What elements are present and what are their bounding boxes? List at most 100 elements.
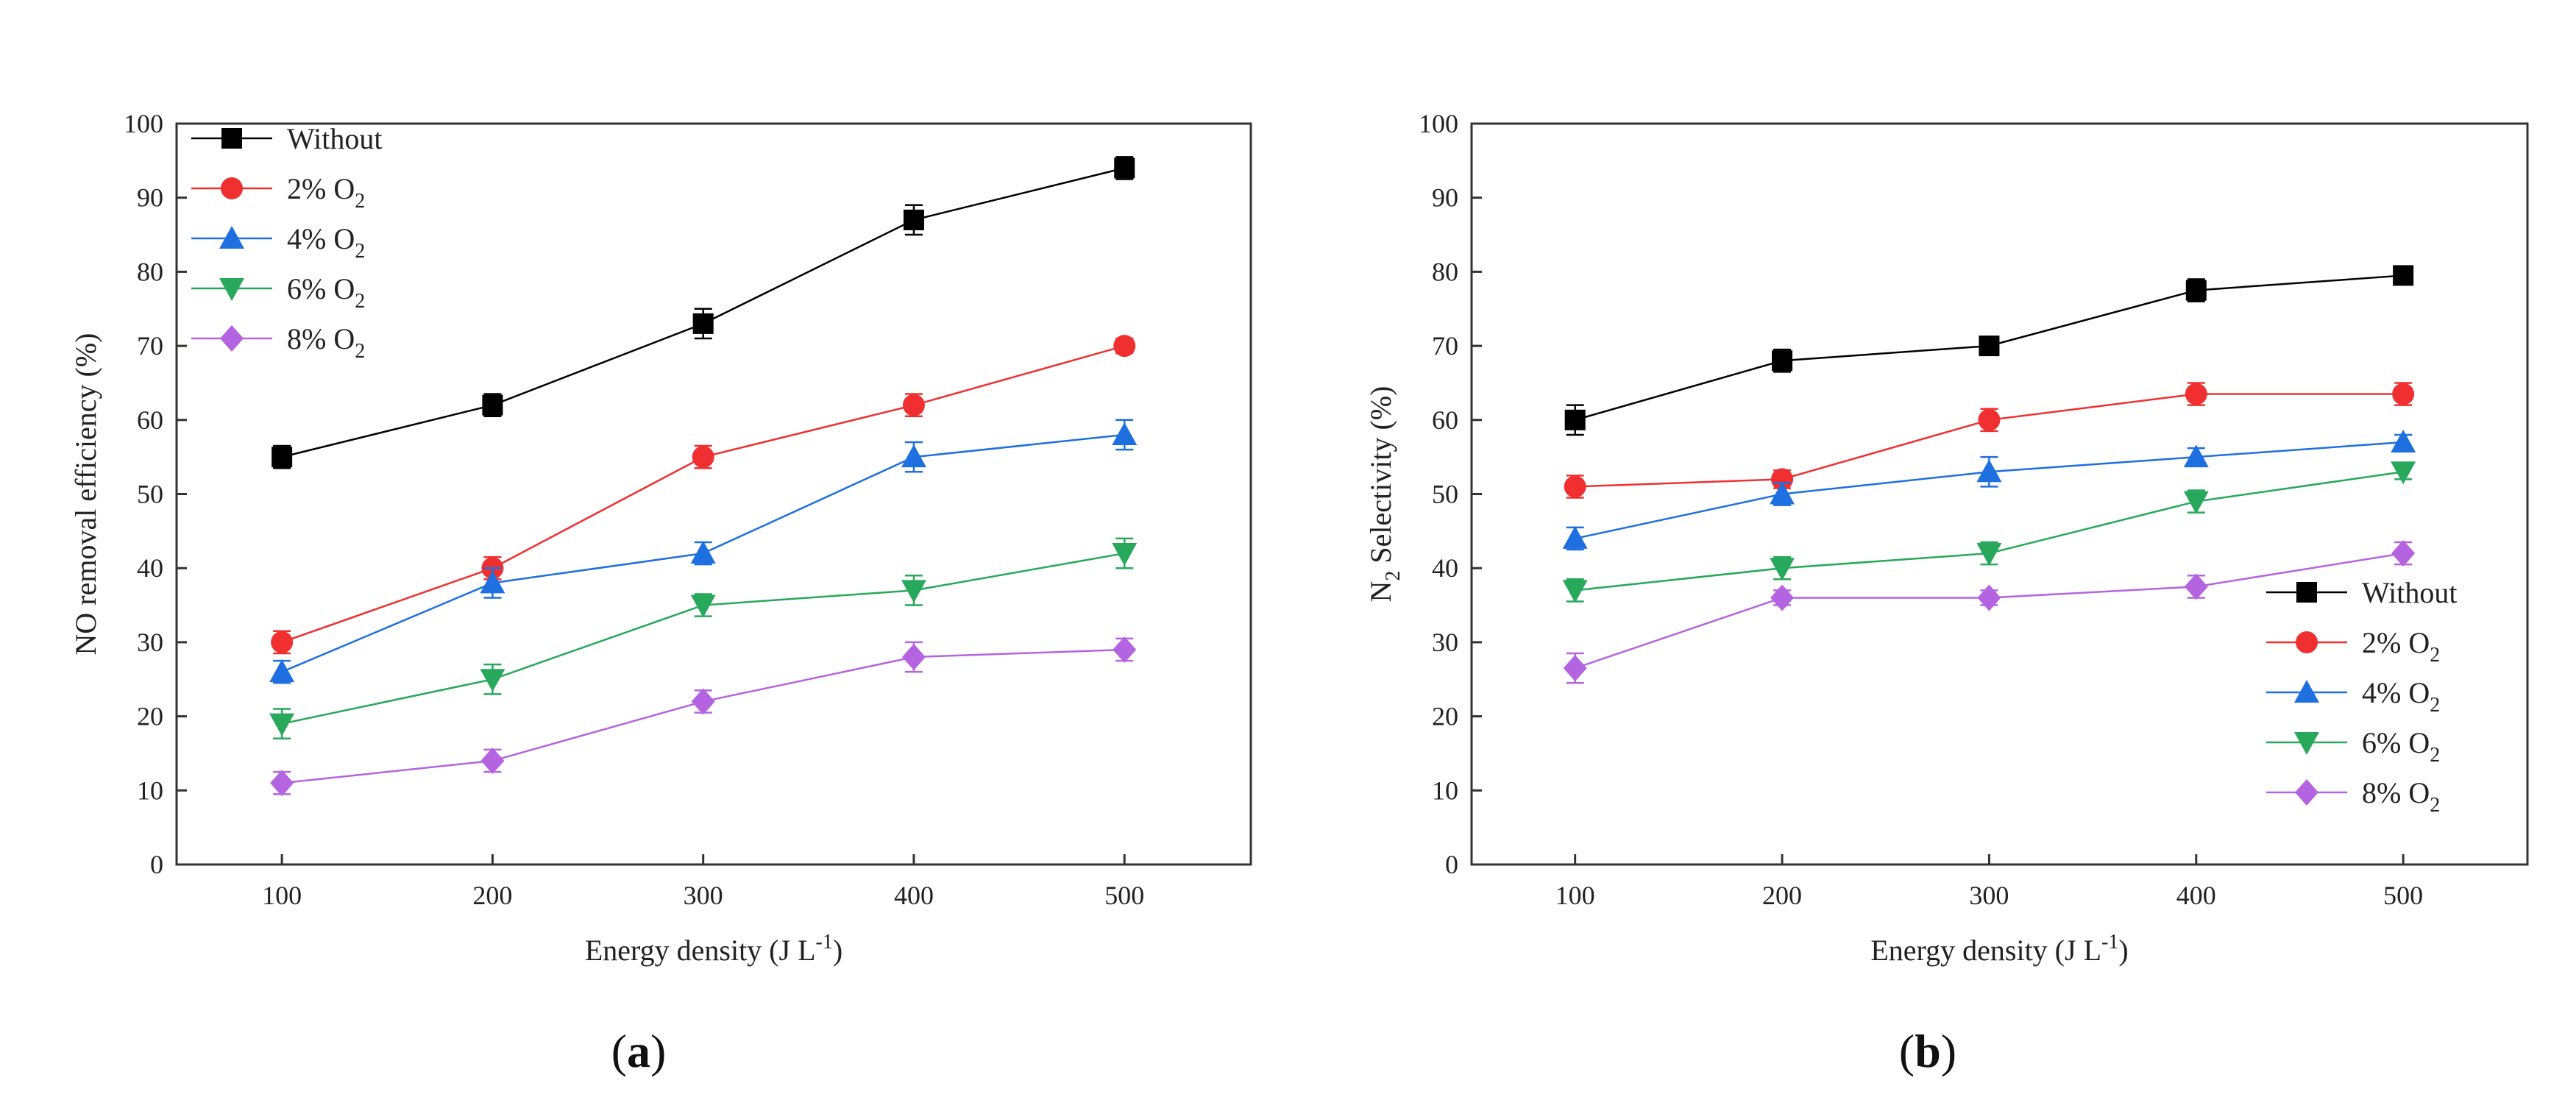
data-point [903, 209, 924, 230]
data-point [2185, 280, 2207, 301]
y-tick-label: 30 [1432, 628, 1458, 657]
series-0 [272, 156, 1135, 469]
data-point [692, 313, 714, 334]
panel-a: 0 10 20 30 40 50 60 70 80 90 100 100 200 300 400 500 Ene… [69, 109, 1252, 1077]
legend-entry: 8% O2 [287, 322, 365, 363]
data-point [1770, 558, 1795, 581]
legend-marker [2296, 582, 2317, 603]
legend-entry: Without [2362, 576, 2458, 609]
panel-label-open: ( [1899, 1025, 1915, 1077]
legend-entry: 4% O2 [2362, 676, 2440, 717]
y-tick-label: 60 [137, 405, 163, 435]
data-point [2185, 383, 2207, 405]
x-tick-label: 200 [1762, 881, 1802, 910]
legend-entry: Without [287, 122, 383, 155]
y-tick-label: 100 [124, 109, 163, 138]
panel-label-open: ( [611, 1025, 627, 1077]
data-point [269, 713, 295, 736]
legend-entry-main: Without [2362, 576, 2458, 609]
legend-marker [2295, 779, 2318, 806]
data-point [1114, 157, 1135, 179]
x-axis-title-sup: -1 [816, 931, 833, 954]
data-point [901, 444, 926, 468]
x-axis-title-close: ) [2118, 934, 2128, 967]
y-tick-label: 50 [137, 480, 163, 509]
data-point [902, 394, 925, 416]
series-line [282, 648, 1125, 784]
x-tick-label: 100 [262, 881, 302, 910]
x-tick-label: 300 [684, 881, 723, 910]
data-point [1562, 525, 1588, 549]
y-tick-label: 50 [1432, 480, 1458, 509]
series-2 [269, 419, 1138, 684]
data-point [2184, 573, 2208, 600]
data-point [1977, 584, 2001, 611]
data-point [901, 644, 926, 671]
legend-marker [220, 325, 244, 352]
data-point [2393, 265, 2414, 286]
data-point [482, 394, 503, 416]
series-0 [1564, 265, 2414, 436]
y-axis-title: NO removal efficiency (%) [69, 333, 102, 656]
legend-marker [219, 278, 244, 301]
legend-entry-sub: 2 [2430, 794, 2440, 817]
data-point [1976, 459, 2002, 483]
x-axis-title: Energy density (J L-1) [1870, 931, 2128, 967]
data-point [1771, 468, 1794, 491]
series-2 [1562, 430, 2416, 551]
legend-entry-main: 6% O [287, 272, 355, 305]
data-point [2183, 491, 2209, 514]
data-point [1563, 655, 1587, 682]
data-point [1979, 336, 2000, 357]
y-tick-label: 70 [137, 331, 163, 361]
data-point [1564, 409, 1586, 430]
series-1 [271, 335, 1136, 655]
x-tick-label: 400 [2176, 881, 2216, 910]
data-point [270, 770, 294, 797]
x-axis-title-main: Energy density (J L [585, 934, 816, 967]
data-point [1976, 543, 2002, 567]
legend-entry: 8% O2 [2362, 776, 2440, 817]
x-tick-label: 500 [2383, 881, 2423, 910]
series-4 [1563, 540, 2416, 684]
data-point [269, 659, 295, 683]
x-axis-title-sup: -1 [2101, 931, 2118, 954]
data-point [1564, 475, 1586, 498]
y-tick-label: 10 [137, 775, 163, 805]
y-axis-title-sub: 2 [1382, 571, 1405, 581]
data-point [1770, 584, 1795, 611]
series-3 [269, 537, 1138, 740]
legend-entry-main: 2% O [2362, 626, 2430, 659]
legend-entry-main: 6% O [2362, 726, 2430, 759]
data-point [1772, 350, 1793, 372]
data-point [480, 570, 505, 594]
data-point [1562, 580, 1588, 603]
y-tick-label: 70 [1432, 331, 1458, 361]
data-point [1113, 335, 1136, 358]
data-point [690, 541, 716, 564]
data-point [1978, 408, 2001, 431]
data-point [692, 446, 714, 469]
x-tick-label: 400 [894, 881, 934, 910]
legend-marker [2294, 732, 2319, 755]
series-4 [270, 636, 1137, 797]
data-point [2392, 383, 2415, 405]
y-axis-title-main: N [1364, 581, 1397, 603]
data-point [691, 688, 715, 715]
legend-marker [2296, 631, 2318, 653]
y-tick-label: 10 [1432, 775, 1458, 805]
panel-label-letter: b [1915, 1025, 1941, 1077]
data-point [1770, 481, 1795, 505]
data-point [2391, 540, 2416, 567]
legend-entry-main: 4% O [2362, 676, 2430, 709]
panel-b: 0 10 20 30 40 50 60 70 80 90 100 100 200 300 400 500 Ene… [1364, 109, 2529, 1077]
y-tick-label: 80 [137, 257, 163, 286]
data-point [2391, 430, 2416, 453]
y-tick-label: 60 [1432, 405, 1458, 435]
series-3 [1562, 461, 2416, 603]
y-tick-label: 90 [1432, 183, 1458, 213]
legend-entry-main: 4% O [287, 222, 355, 255]
